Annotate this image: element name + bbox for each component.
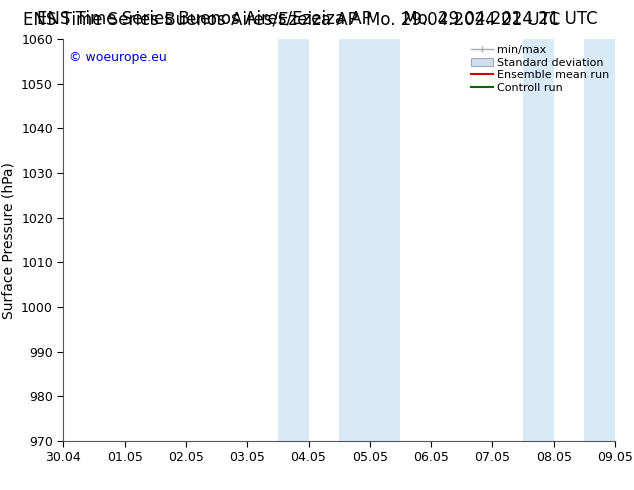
Bar	[278, 39, 309, 441]
Bar	[523, 39, 553, 441]
Text: Mo. 29.04.2024 21 UTC: Mo. 29.04.2024 21 UTC	[366, 11, 560, 29]
Text: ENS Time Series Buenos Aires/Ezeiza AP: ENS Time Series Buenos Aires/Ezeiza AP	[23, 11, 358, 29]
Bar	[339, 39, 401, 441]
Text: © woeurope.eu: © woeurope.eu	[69, 51, 167, 64]
Bar	[585, 39, 615, 441]
Legend: min/max, Standard deviation, Ensemble mean run, Controll run: min/max, Standard deviation, Ensemble me…	[469, 43, 612, 96]
Y-axis label: Surface Pressure (hPa): Surface Pressure (hPa)	[1, 162, 16, 318]
Text: ENS Time Series Buenos Aires/Ezeiza AP      Mo. 29.04.2024 21 UTC: ENS Time Series Buenos Aires/Ezeiza AP M…	[37, 10, 597, 28]
